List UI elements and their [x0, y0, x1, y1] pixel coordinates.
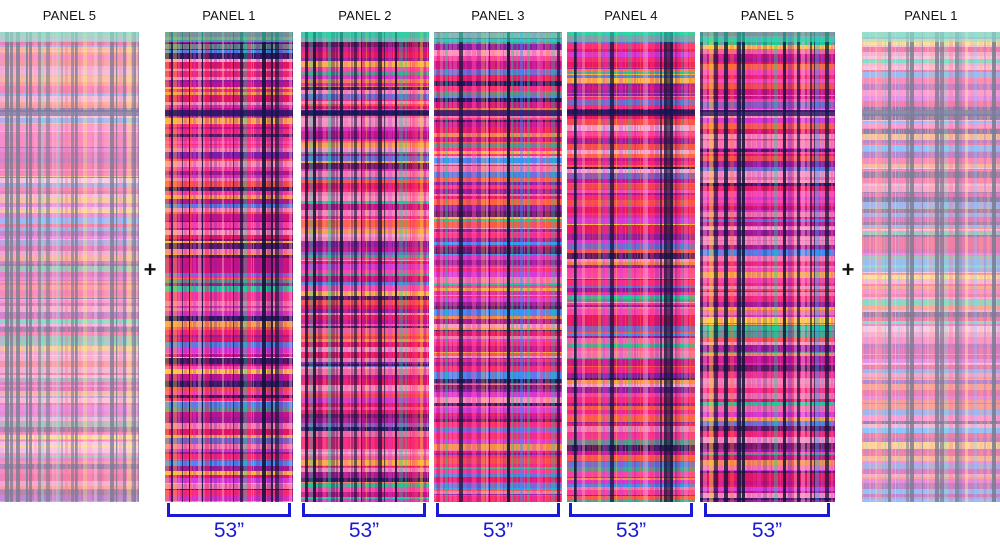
panel-image	[862, 32, 1000, 502]
panel-image	[434, 32, 562, 502]
panel-label: PANEL 3	[471, 8, 525, 23]
width-label: 53”	[615, 519, 647, 542]
panel-image	[301, 32, 429, 502]
panel-image	[165, 32, 293, 502]
width-bracket	[704, 503, 830, 517]
panel-image	[0, 32, 139, 502]
plaid-pattern	[862, 32, 1000, 502]
width-bracket	[569, 503, 693, 517]
width-label: 53”	[751, 519, 783, 542]
plaid-pattern	[434, 32, 562, 502]
width-label: 53”	[348, 519, 380, 542]
width-bracket	[436, 503, 560, 517]
panel-label: PANEL 5	[740, 8, 795, 23]
panel-image	[700, 32, 835, 502]
plaid-pattern	[301, 32, 429, 502]
width-bracket	[302, 503, 426, 517]
plaid-pattern	[0, 32, 139, 502]
width-label: 53”	[482, 519, 514, 542]
panel-label: PANEL 2	[338, 8, 392, 23]
plus-sign-right: +	[841, 257, 855, 282]
panel-label: PANEL 5	[42, 8, 97, 23]
panel-image	[567, 32, 695, 502]
panel-label: PANEL 1	[202, 8, 256, 23]
plaid-pattern	[165, 32, 293, 502]
width-label: 53”	[213, 519, 245, 542]
panel-label: PANEL 1	[904, 8, 958, 23]
width-bracket	[167, 503, 291, 517]
plaid-pattern	[567, 32, 695, 502]
panel-label: PANEL 4	[604, 8, 658, 23]
plus-sign-left: +	[143, 257, 157, 282]
plaid-pattern	[700, 32, 835, 502]
